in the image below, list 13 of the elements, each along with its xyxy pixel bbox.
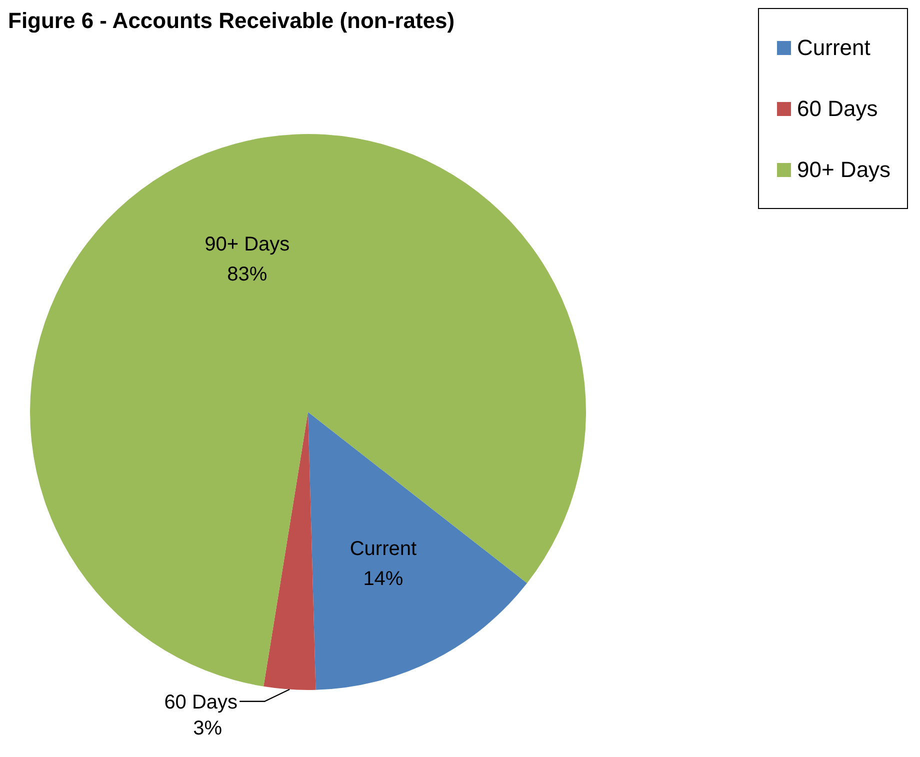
data-label: 3% <box>193 717 222 740</box>
slice-label: 90+ Days <box>204 234 290 256</box>
data-label: 14% <box>363 568 404 590</box>
slice-label: Current <box>350 538 417 560</box>
pie-slice <box>30 134 586 686</box>
legend-label: 90+ Days <box>797 156 891 182</box>
data-label: 83% <box>227 264 268 286</box>
slice-label: 60 Days <box>164 691 238 714</box>
legend-label: Current <box>797 34 870 60</box>
chart-title: Figure 6 - Accounts Receivable (non-rates) <box>8 8 455 34</box>
pie-slice <box>264 412 316 690</box>
legend-label: 60 Days <box>797 96 878 122</box>
pie-slice <box>308 412 528 690</box>
